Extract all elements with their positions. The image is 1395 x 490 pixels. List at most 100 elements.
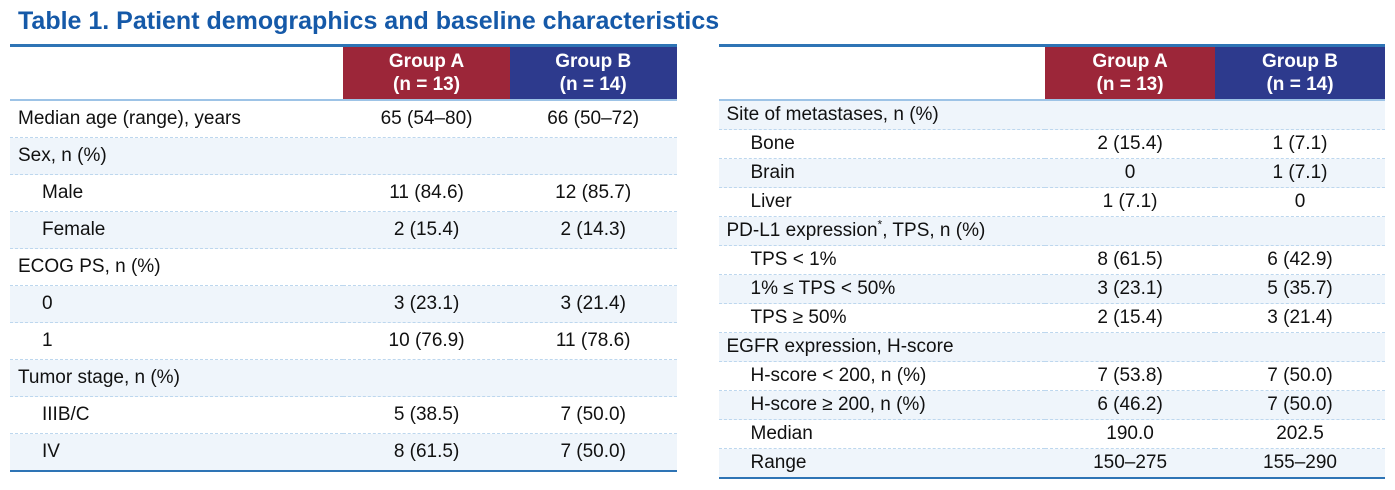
value-group-a	[343, 138, 510, 175]
row-label: 1	[42, 330, 53, 351]
label-column-header	[10, 46, 343, 101]
value-group-b	[1215, 217, 1385, 246]
value-group-b: 3 (21.4)	[1267, 307, 1333, 328]
row-label: IV	[42, 441, 60, 462]
demographics-table-left: Group A (n = 13) Group B (n = 14) Median…	[10, 44, 677, 472]
value-group-b	[510, 138, 677, 175]
value-group-a: 2 (15.4)	[1097, 133, 1163, 154]
row-label: Female	[42, 219, 106, 240]
table-body: Median age (range), years 65 (54–80) 66 (5…	[10, 100, 677, 471]
row-label: Liver	[750, 191, 792, 212]
table-row: H-score ≥ 200, n (%) 6 (46.2) 7 (50.0)	[718, 390, 1385, 420]
table-row: Median 190.0 202.5	[718, 419, 1385, 449]
row-label: Brain	[750, 162, 795, 183]
value-group-b	[510, 249, 677, 286]
value-group-b	[1215, 333, 1385, 362]
value-group-a	[1045, 333, 1215, 362]
group-a-name: Group A	[388, 51, 465, 72]
row-label: Male	[42, 182, 84, 203]
group-a-header: Group A (n = 13)	[343, 45, 510, 100]
table-row: EGFR expression, H-score	[718, 332, 1385, 362]
table-row: Bone 2 (15.4) 1 (7.1)	[718, 129, 1385, 159]
label-column-header	[719, 46, 1046, 101]
table-row: ECOG PS, n (%)	[10, 248, 677, 286]
table-row: 0 3 (23.1) 3 (21.4)	[10, 285, 677, 323]
value-group-a: 65 (54–80)	[380, 108, 473, 129]
value-group-b: 66 (50–72)	[547, 108, 640, 129]
value-group-a: 3 (23.1)	[393, 293, 460, 314]
table-row: Tumor stage, n (%)	[10, 359, 677, 397]
value-group-b: 7 (50.0)	[1267, 365, 1333, 386]
header-row: Group A (n = 13) Group B (n = 14)	[718, 45, 1385, 101]
value-group-a: 11 (84.6)	[389, 182, 464, 203]
value-group-a: 3 (23.1)	[1097, 278, 1163, 299]
group-a-header: Group A (n = 13)	[1045, 45, 1216, 100]
row-label: 0	[42, 293, 53, 314]
row-label: Range	[750, 452, 807, 473]
group-a-n: (n = 13)	[393, 74, 461, 95]
tables-container: Group A (n = 13) Group B (n = 14) Median…	[0, 44, 1395, 479]
value-group-b: 1 (7.1)	[1272, 133, 1328, 154]
table-row: Site of metastases, n (%)	[718, 100, 1385, 130]
value-group-a: 2 (15.4)	[1097, 307, 1163, 328]
value-group-a: 5 (38.5)	[393, 404, 460, 425]
row-label: Site of metastases, n (%)	[726, 104, 939, 125]
row-label: TPS < 1%	[750, 249, 837, 270]
value-group-a	[343, 360, 510, 397]
value-group-a: 8 (61.5)	[393, 441, 460, 462]
value-group-b: 7 (50.0)	[1267, 394, 1333, 415]
table-row: Median age (range), years 65 (54–80) 66 (5…	[10, 100, 677, 138]
value-group-b	[1215, 100, 1385, 130]
value-group-b: 5 (35.7)	[1267, 278, 1333, 299]
row-label: EGFR expression, H-score	[726, 336, 954, 357]
value-group-b: 7 (50.0)	[560, 404, 626, 425]
value-group-a: 10 (76.9)	[388, 330, 465, 351]
row-label: Tumor stage, n (%)	[18, 367, 180, 388]
table-row: Range 150–275 155–290	[718, 448, 1385, 478]
table-row: PD-L1 expression*, TPS, n (%)	[718, 216, 1385, 246]
row-label: PD-L1 expression*, TPS, n (%)	[726, 217, 986, 241]
value-group-a: 6 (46.2)	[1097, 394, 1163, 415]
value-group-b: 0	[1294, 191, 1306, 212]
value-group-a: 8 (61.5)	[1097, 249, 1163, 270]
row-label: IIIB/C	[42, 404, 90, 425]
value-group-a	[1045, 100, 1215, 130]
table-row: Brain 0 1 (7.1)	[718, 158, 1385, 188]
row-label: TPS ≥ 50%	[750, 307, 847, 328]
row-label: Bone	[750, 133, 795, 154]
table-row: IV 8 (61.5) 7 (50.0)	[10, 433, 677, 471]
table-row: 1% ≤ TPS < 50% 3 (23.1) 5 (35.7)	[718, 274, 1385, 304]
row-label: Median age (range), years	[18, 108, 241, 129]
table-row: H-score < 200, n (%) 7 (53.8) 7 (50.0)	[718, 361, 1385, 391]
value-group-a: 7 (53.8)	[1097, 365, 1163, 386]
value-group-a: 2 (15.4)	[393, 219, 460, 240]
value-group-b	[510, 360, 677, 397]
group-b-n: (n = 14)	[1266, 74, 1334, 95]
table-row: Liver 1 (7.1) 0	[718, 187, 1385, 217]
demographics-table-right: Group A (n = 13) Group B (n = 14) Site o…	[718, 44, 1385, 479]
row-label: Sex, n (%)	[18, 145, 107, 166]
row-label: H-score < 200, n (%)	[750, 365, 927, 386]
value-group-a: 190.0	[1106, 423, 1154, 444]
row-label: H-score ≥ 200, n (%)	[750, 394, 926, 415]
group-b-header: Group B (n = 14)	[1215, 45, 1385, 100]
group-b-n: (n = 14)	[559, 74, 627, 95]
value-group-b: 3 (21.4)	[560, 293, 626, 314]
table-row: Male 11 (84.6) 12 (85.7)	[10, 174, 677, 212]
row-label: ECOG PS, n (%)	[18, 256, 161, 277]
table-row: TPS ≥ 50% 2 (15.4) 3 (21.4)	[718, 303, 1385, 333]
header-row: Group A (n = 13) Group B (n = 14)	[10, 45, 677, 101]
value-group-b: 2 (14.3)	[560, 219, 626, 240]
group-a-n: (n = 13)	[1096, 74, 1164, 95]
value-group-b: 155–290	[1263, 452, 1337, 473]
value-group-a	[1045, 217, 1215, 246]
footnote-marker: *	[877, 217, 883, 232]
table-row: IIIB/C 5 (38.5) 7 (50.0)	[10, 396, 677, 434]
row-label: Median	[750, 423, 813, 444]
table-body: Site of metastases, n (%) Bone 2 (15.4) 1 (…	[718, 100, 1385, 478]
group-b-name: Group B	[555, 51, 632, 72]
page-title: Table 1. Patient demographics and baseli…	[18, 7, 720, 35]
value-group-a: 0	[1124, 162, 1136, 183]
value-group-b: 7 (50.0)	[560, 441, 626, 462]
value-group-b: 11 (78.6)	[555, 330, 631, 351]
